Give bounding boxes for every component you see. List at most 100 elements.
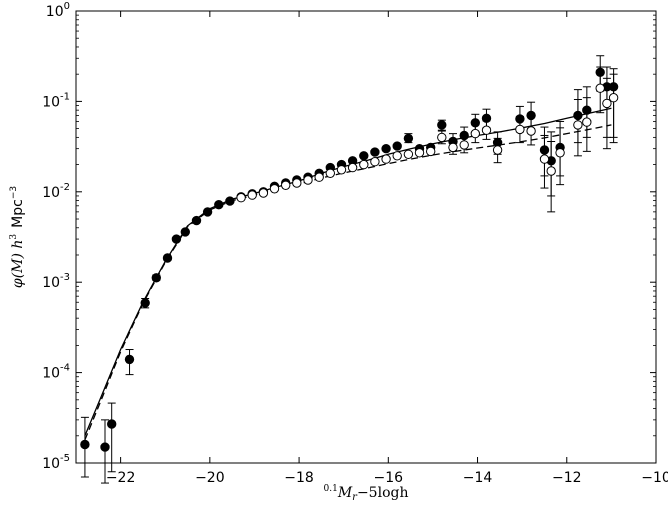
y-tick-label-base: 10 <box>42 275 60 291</box>
x-tick-label: −10 <box>641 470 668 486</box>
open-circle-point <box>492 145 503 155</box>
open-circle-point <box>347 162 358 173</box>
open-circle-point <box>426 146 436 157</box>
x-tick-label: −22 <box>106 470 136 486</box>
x-axis-label-prefix: 0.1 <box>324 484 338 494</box>
y-tick-label-base: 10 <box>42 366 60 382</box>
open-circle-point <box>555 148 565 158</box>
open-circle-point <box>370 157 380 167</box>
filled-circle-point <box>608 82 619 92</box>
open-circle-point <box>582 117 592 127</box>
y-tick-label: 10-2 <box>42 182 70 201</box>
filled-circle-point <box>515 114 525 124</box>
y-tick-label: 10-3 <box>42 272 70 291</box>
y-tick-label-base: 10 <box>46 4 64 20</box>
y-tick-label-exponent: 0 <box>64 1 70 12</box>
y-axis-label-exp3: 3 <box>9 234 19 240</box>
filled-circle-point <box>100 442 110 452</box>
filled-circle-point <box>80 439 90 450</box>
y-tick-label: 100 <box>46 1 70 20</box>
x-axis-label-subscript: r <box>352 492 358 503</box>
x-tick-label: −12 <box>552 470 582 486</box>
x-tick-label: −20 <box>195 470 225 486</box>
model-lines <box>84 107 612 441</box>
y-axis-label-unit-exp: −3 <box>9 186 19 199</box>
open-circle-point <box>258 188 269 198</box>
y-tick-label-exponent: -5 <box>60 453 70 464</box>
filled-circle-point <box>381 144 391 154</box>
y-axis-label: φ(M) h3 Mpc−3 <box>9 186 26 288</box>
y-axis-label-phi: φ(M) h <box>10 240 26 289</box>
filled-circle-point <box>392 141 402 151</box>
filled-circle-point <box>481 113 492 124</box>
open-circle-point <box>403 149 414 160</box>
tick-labels: −22 −20 −18 −16 −14 −12 −1010-510-410-310-210-… <box>42 1 668 486</box>
filled-circle-point <box>459 130 469 141</box>
filled-circle-point <box>370 147 380 157</box>
open-circle-point <box>470 128 480 139</box>
filled-circle-point <box>573 110 583 121</box>
open-circle-point <box>448 142 458 153</box>
plot-frame <box>75 10 657 464</box>
open-circle-point <box>515 124 525 135</box>
open-circle-point <box>303 175 313 185</box>
y-axis-label-unit: Mpc <box>10 199 26 228</box>
y-tick-label-exponent: -3 <box>60 272 70 283</box>
data-markers <box>80 67 619 452</box>
filled-circle-point <box>162 253 173 263</box>
filled-circle-point <box>191 215 202 226</box>
filled-circle-point <box>140 298 150 308</box>
axis-ticks <box>76 10 657 464</box>
open-circle-point <box>392 151 402 161</box>
filled-circle-point <box>151 273 162 283</box>
filled-circle-point <box>595 67 605 78</box>
x-axis-label-main: M <box>337 485 353 501</box>
open-circle-point <box>292 178 302 188</box>
open-circle-point <box>481 125 492 135</box>
open-circle-point <box>381 154 391 164</box>
x-tick-label: −14 <box>463 470 493 486</box>
open-circle-point <box>437 132 447 143</box>
x-axis-label-suffix: −5logh <box>357 485 409 501</box>
filled-circle-point <box>214 200 224 210</box>
y-tick-label-base: 10 <box>42 456 60 472</box>
filled-circle-point <box>225 196 235 206</box>
filled-circle-point <box>470 118 480 128</box>
open-circle-point <box>236 193 246 203</box>
filled-circle-point <box>107 419 117 429</box>
filled-circle-point <box>202 207 213 217</box>
y-tick-label: 10-5 <box>42 453 70 472</box>
open-circle-point <box>325 168 335 179</box>
filled-circle-point <box>124 354 135 365</box>
filled-circle-point <box>359 151 369 161</box>
open-circle-point <box>336 165 347 175</box>
open-circle-point <box>539 154 550 164</box>
open-circle-point <box>573 120 583 130</box>
filled-circle-point <box>403 133 414 144</box>
filled-circle-point <box>539 145 550 155</box>
x-tick-label: −18 <box>284 470 314 486</box>
open-circle-point <box>595 83 605 93</box>
open-circle-point <box>314 172 324 182</box>
open-circle-point <box>602 98 612 109</box>
y-tick-label-exponent: -4 <box>60 363 70 374</box>
x-axis-label: 0.1Mr−5logh <box>324 484 409 503</box>
y-tick-label-base: 10 <box>42 185 60 201</box>
y-tick-label-exponent: -1 <box>60 91 70 102</box>
y-tick-label-exponent: -2 <box>60 182 70 193</box>
solid-model-line <box>84 107 612 437</box>
open-circle-point <box>608 93 619 103</box>
filled-circle-point <box>171 234 182 244</box>
y-tick-label-base: 10 <box>42 94 60 110</box>
open-circle-point <box>247 190 257 200</box>
filled-circle-point <box>180 227 191 237</box>
open-circle-point <box>281 180 291 191</box>
y-tick-label: 10-4 <box>42 363 70 382</box>
x-tick-label: −16 <box>374 470 404 486</box>
open-circle-point <box>359 159 369 170</box>
open-circle-point <box>526 126 536 136</box>
open-circle-point <box>459 140 469 150</box>
dashed-model-line <box>84 124 612 441</box>
open-circle-point <box>414 148 425 158</box>
